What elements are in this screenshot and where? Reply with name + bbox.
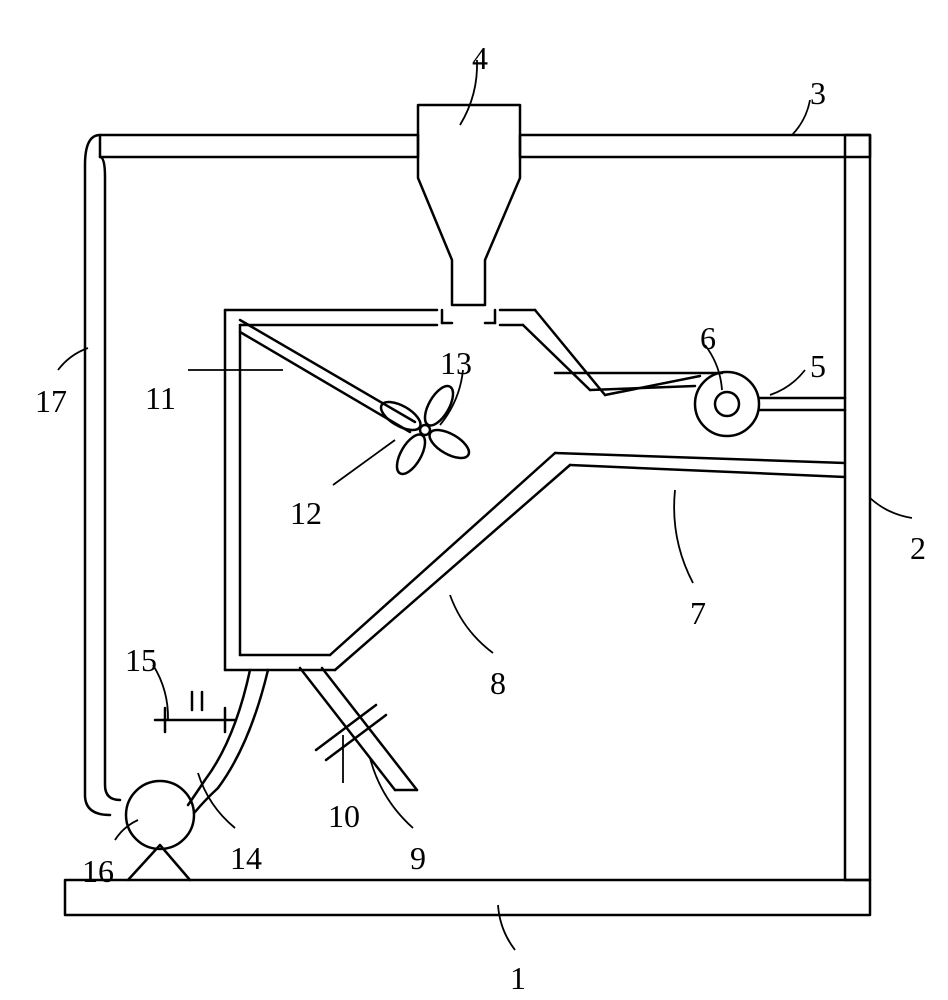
callout-label-15: 15 [125,642,157,679]
callout-label-12: 12 [290,495,322,532]
callout-label-4: 4 [472,40,488,77]
callout-label-9: 9 [410,840,426,877]
callout-label-11: 11 [145,380,176,417]
callout-label-10: 10 [328,798,360,835]
callout-label-17: 17 [35,383,67,420]
callout-label-5: 5 [810,348,826,385]
callout-label-13: 13 [440,345,472,382]
callout-label-8: 8 [490,665,506,702]
callout-label-14: 14 [230,840,262,877]
callout-label-3: 3 [810,75,826,112]
callout-label-1: 1 [510,960,526,997]
callout-label-7: 7 [690,595,706,632]
engineering-diagram [0,0,948,1000]
callout-label-16: 16 [82,853,114,890]
callout-label-2: 2 [910,530,926,567]
callout-label-6: 6 [700,320,716,357]
